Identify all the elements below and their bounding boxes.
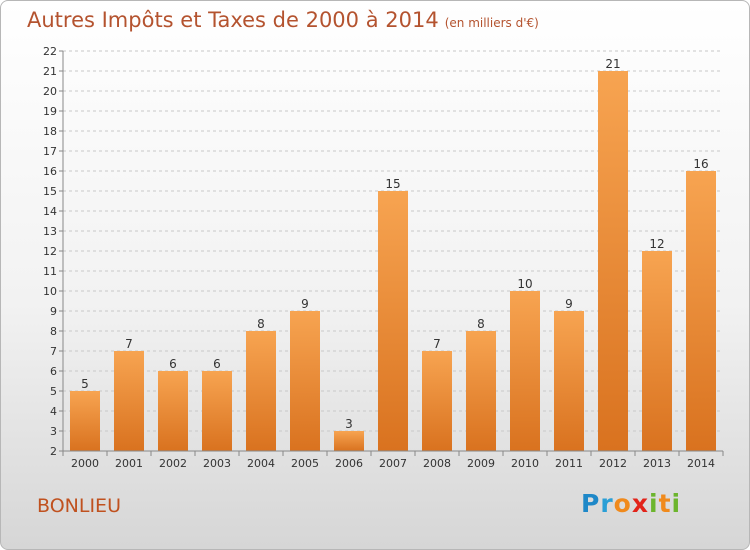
bar-value-label: 12 — [649, 237, 664, 251]
logo-letter: i — [671, 489, 682, 518]
bar-value-label: 15 — [385, 177, 400, 191]
bar-value-label: 21 — [605, 57, 620, 71]
bar-value-label: 5 — [81, 377, 89, 391]
x-tick-label: 2009 — [467, 457, 495, 470]
x-tick-label: 2004 — [247, 457, 275, 470]
bar-value-label: 6 — [213, 357, 221, 371]
logo-letter: i — [649, 489, 659, 518]
title-unit: (en milliers d'€) — [444, 16, 539, 30]
x-tick-label: 2006 — [335, 457, 363, 470]
bar-value-label: 6 — [169, 357, 177, 371]
chart-title: Autres Impôts et Taxes de 2000 à 2014 (en… — [27, 8, 539, 32]
y-axis: 2 3 4 5 6 7 8 9 10 11 12 13 14 15 16 17 18 19 20 21 22 — [43, 45, 64, 458]
bar — [290, 311, 320, 451]
bars: 5 7 6 6 8 9 3 15 7 8 10 9 21 12 16 — [70, 57, 716, 451]
x-tick-label: 2013 — [643, 457, 671, 470]
proxiti-logo[interactable]: Proxiti — [581, 489, 681, 518]
y-tick-label: 17 — [43, 145, 57, 158]
logo-letter: o — [613, 489, 632, 518]
bar-value-label: 9 — [301, 297, 309, 311]
bar-value-label: 3 — [345, 417, 353, 431]
y-tick-label: 5 — [50, 385, 57, 398]
bar — [378, 191, 408, 451]
logo-letter: P — [581, 489, 601, 518]
x-tick-label: 2008 — [423, 457, 451, 470]
x-tick-label: 2003 — [203, 457, 231, 470]
bar — [554, 311, 584, 451]
bar — [158, 371, 188, 451]
y-tick-label: 22 — [43, 45, 57, 58]
y-tick-label: 8 — [50, 325, 57, 338]
y-tick-label: 14 — [43, 205, 57, 218]
bar — [114, 351, 144, 451]
y-tick-label: 21 — [43, 65, 57, 78]
bar — [686, 171, 716, 451]
title-main: Autres Impôts et Taxes de 2000 à 2014 — [27, 8, 439, 32]
x-tick-label: 2000 — [71, 457, 99, 470]
bar — [246, 331, 276, 451]
y-tick-label: 12 — [43, 245, 57, 258]
bar — [510, 291, 540, 451]
x-axis: 2000 2001 2002 2003 2004 2005 2006 2007 2008 2009… — [62, 450, 724, 470]
y-tick-label: 15 — [43, 185, 57, 198]
bar-value-label: 8 — [257, 317, 265, 331]
x-tick-label: 2002 — [159, 457, 187, 470]
y-tick-label: 16 — [43, 165, 57, 178]
y-tick-label: 19 — [43, 105, 57, 118]
y-tick-label: 6 — [50, 365, 57, 378]
bar-value-label: 9 — [565, 297, 573, 311]
bar — [70, 391, 100, 451]
x-tick-label: 2010 — [511, 457, 539, 470]
y-tick-label: 11 — [43, 265, 57, 278]
bar — [422, 351, 452, 451]
y-tick-label: 4 — [50, 405, 57, 418]
bar-value-label: 8 — [477, 317, 485, 331]
x-tick-label: 2001 — [115, 457, 143, 470]
x-tick-label: 2012 — [599, 457, 627, 470]
y-tick-label: 18 — [43, 125, 57, 138]
x-tick-label: 2011 — [555, 457, 583, 470]
y-tick-label: 2 — [50, 445, 57, 458]
y-tick-label: 7 — [50, 345, 57, 358]
bar — [598, 71, 628, 451]
bar-value-label: 10 — [517, 277, 532, 291]
bar — [202, 371, 232, 451]
y-tick-label: 3 — [50, 425, 57, 438]
bar-value-label: 7 — [125, 337, 133, 351]
y-tick-label: 13 — [43, 225, 57, 238]
logo-letter: r — [600, 489, 614, 518]
logo-letter: t — [658, 489, 672, 518]
bar-value-label: 7 — [433, 337, 441, 351]
bar — [334, 431, 364, 451]
y-tick-label: 9 — [50, 305, 57, 318]
logo-letter: x — [631, 489, 649, 518]
bar — [642, 251, 672, 451]
x-tick-label: 2014 — [687, 457, 715, 470]
x-tick-label: 2005 — [291, 457, 319, 470]
bar-value-label: 16 — [693, 157, 708, 171]
y-tick-label: 20 — [43, 85, 57, 98]
x-tick-label: 2007 — [379, 457, 407, 470]
bar — [466, 331, 496, 451]
commune-name: BONLIEU — [37, 495, 121, 517]
y-tick-label: 10 — [43, 285, 57, 298]
